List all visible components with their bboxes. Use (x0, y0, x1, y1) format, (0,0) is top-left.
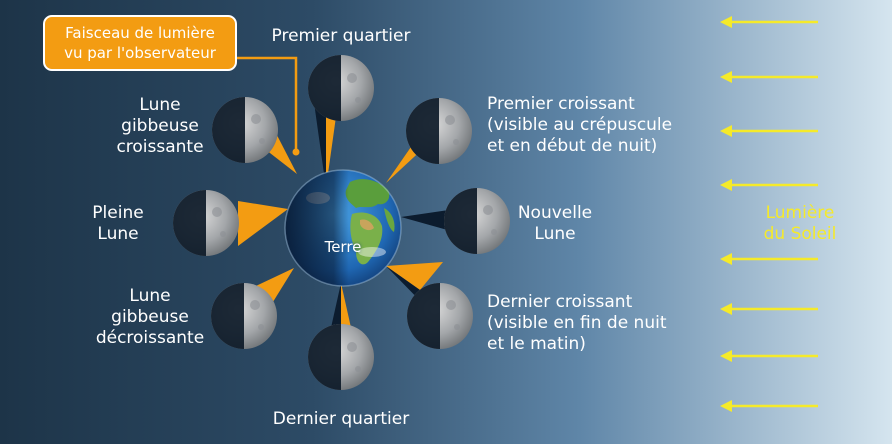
moon-premier-croissant-icon (406, 98, 472, 164)
label-line: Premier quartier (271, 26, 411, 46)
label-line: (visible en fin de nuit (487, 313, 667, 333)
callout-line: Faisceau de lumière (65, 24, 215, 42)
sunlight-arrow-icon (720, 303, 818, 315)
label-gibbeuse-croissante: Lune gibbeuse croissante (100, 95, 220, 158)
label-line: croissante (116, 137, 204, 157)
label-line: Pleine (92, 203, 144, 223)
sunlight-label-line: du Soleil (763, 224, 837, 244)
label-line: Premier croissant (487, 94, 635, 114)
label-nouvelle-lune: Nouvelle Lune (515, 203, 595, 245)
moon-gibbeuse-croissante-icon (212, 97, 278, 163)
label-dernier-croissant: Dernier croissant (visible en fin de nui… (487, 292, 667, 355)
label-line: et le matin) (487, 334, 586, 354)
label-premier-croissant: Premier croissant (visible au crépuscule… (487, 94, 672, 157)
label-line: Lune (97, 224, 139, 244)
sunlight-arrow-icon (720, 125, 818, 137)
sunlight-label-line: Lumière (765, 203, 835, 223)
sunlight-arrow-icon (720, 350, 818, 362)
moon-gibbeuse-decroissante-icon (211, 283, 277, 349)
sunlight-arrow-icon (720, 400, 818, 412)
beam-pleine-lune (238, 201, 288, 246)
sunlight-arrow-icon (720, 253, 818, 265)
earth-globe-icon (284, 169, 402, 287)
label-dernier-quartier: Dernier quartier (246, 409, 436, 430)
light-beam-callout: Faisceau de lumière vu par l'observateur (43, 15, 237, 71)
callout-connector (237, 56, 298, 150)
label-line: Dernier quartier (272, 409, 410, 429)
label-premier-quartier: Premier quartier (246, 26, 436, 47)
callout-line: vu par l'observateur (64, 44, 216, 62)
beam-dernier-croissant (386, 262, 443, 290)
moon-dernier-croissant-icon (407, 283, 473, 349)
label-line: Dernier croissant (487, 292, 633, 312)
sunlight-arrows (720, 16, 818, 412)
label-gibbeuse-decroissante: Lune gibbeuse décroissante (90, 286, 210, 349)
moon-nouvelle-lune-icon (444, 188, 510, 254)
label-line: gibbeuse (111, 307, 189, 327)
moon-pleine-lune-icon (173, 190, 239, 256)
label-line: décroissante (95, 328, 205, 348)
label-line: gibbeuse (121, 116, 199, 136)
label-line: Lune (129, 286, 171, 306)
sunlight-arrow-icon (720, 179, 818, 191)
label-line: (visible au crépuscule (487, 115, 673, 135)
callout-connector-dot (292, 148, 300, 156)
earth-label: Terre (324, 238, 362, 256)
label-line: Lune (139, 95, 181, 115)
label-line: Lune (534, 224, 576, 244)
sunlight-arrow-icon (720, 71, 818, 83)
sunlight-arrow-icon (720, 16, 818, 28)
moon-phase-icons (173, 55, 510, 390)
label-pleine-lune: Pleine Lune (78, 203, 158, 245)
moon-premier-quartier-icon (308, 55, 374, 121)
moon-dernier-quartier-icon (308, 324, 374, 390)
label-line: Nouvelle (517, 203, 593, 223)
label-line: et en début de nuit) (487, 136, 658, 156)
sunlight-label: Lumière du Soleil (740, 203, 860, 245)
